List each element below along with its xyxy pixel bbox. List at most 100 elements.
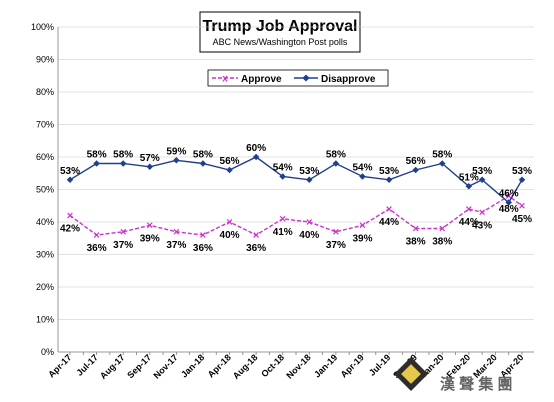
data-point-approve	[479, 209, 485, 216]
data-point-approve	[67, 212, 73, 219]
data-point-disapprove	[465, 182, 473, 190]
watermark-logo-inner-icon	[401, 364, 421, 384]
x-tick-label: Jul-17	[75, 352, 100, 377]
x-tick-label: Oct-18	[259, 352, 286, 379]
data-point-approve	[505, 193, 512, 199]
data-point-approve	[253, 232, 259, 238]
watermark: 漢 聲 集 團	[394, 357, 513, 393]
data-label-approve: 38%	[432, 237, 452, 248]
data-label-approve: 45%	[512, 214, 532, 225]
data-label-disapprove: 53%	[379, 166, 399, 177]
y-tick-label: 40%	[36, 217, 54, 227]
data-label-disapprove: 53%	[472, 166, 492, 177]
data-label-disapprove: 58%	[113, 150, 133, 161]
data-label-disapprove: 53%	[299, 166, 319, 177]
data-label-approve: 44%	[459, 217, 479, 228]
data-label-approve: 36%	[193, 243, 213, 254]
data-point-approve	[173, 228, 180, 235]
data-label-disapprove: 60%	[246, 143, 266, 154]
legend-approve-marker-icon: x	[222, 74, 228, 85]
data-label-approve: 38%	[406, 237, 426, 248]
data-point-approve	[439, 225, 446, 232]
data-label-disapprove: 58%	[87, 150, 107, 161]
data-label-disapprove: 57%	[140, 153, 160, 164]
data-point-approve	[200, 232, 206, 238]
data-point-approve	[146, 222, 153, 229]
x-tick-label: Nov-17	[151, 352, 179, 380]
data-label-approve: 43%	[472, 220, 492, 231]
x-tick-label: Nov-18	[284, 352, 312, 380]
data-point-disapprove	[279, 173, 286, 180]
data-label-disapprove: 51%	[459, 172, 479, 183]
x-tick-label: Jan-19	[312, 352, 339, 379]
x-tick-label: Apr-19	[339, 352, 366, 379]
data-label-layer: 42% 36% 37% 39% 37% 36% 40% 36% 41% 40% 37% 39% 44% 3…	[60, 143, 532, 254]
data-label-disapprove: 58%	[193, 150, 213, 161]
data-label-approve: 39%	[352, 233, 372, 244]
data-point-disapprove	[93, 160, 100, 167]
data-point-disapprove	[438, 160, 446, 167]
data-point-disapprove	[119, 160, 127, 167]
data-point-disapprove	[412, 166, 419, 174]
chart-title: Trump Job Approval	[203, 18, 358, 35]
data-point-approve	[386, 206, 392, 212]
data-label-disapprove: 58%	[326, 150, 346, 161]
y-tick-label: 100%	[31, 22, 54, 32]
y-tick-label: 50%	[36, 185, 54, 195]
data-label-approve: 36%	[87, 243, 107, 254]
y-tick-label: 80%	[36, 87, 54, 97]
legend-disapprove-label: Disapprove	[321, 74, 376, 85]
data-point-disapprove	[518, 176, 526, 184]
series-layer	[66, 153, 526, 238]
data-label-approve: 40%	[220, 230, 240, 241]
data-point-disapprove	[146, 163, 154, 171]
data-label-approve: 39%	[140, 233, 160, 244]
y-tick-label: 70%	[36, 120, 54, 130]
data-point-approve	[359, 222, 366, 229]
data-label-approve: 44%	[379, 217, 399, 228]
legend: x Approve Disapprove	[207, 69, 389, 87]
data-point-disapprove	[332, 160, 340, 167]
data-point-disapprove	[173, 156, 180, 164]
x-tick-label: Sep-17	[125, 352, 153, 380]
data-label-disapprove: 56%	[220, 156, 240, 167]
watermark-text: 漢 聲 集 團	[440, 375, 513, 393]
legend-approve-label: Approve	[241, 74, 282, 85]
data-point-disapprove	[478, 176, 486, 184]
data-label-disapprove: 56%	[406, 156, 426, 167]
legend-disapprove-marker-icon	[302, 74, 310, 82]
data-label-disapprove: 46%	[499, 189, 519, 200]
data-label-approve: 36%	[246, 243, 266, 254]
data-label-disapprove: 53%	[60, 166, 80, 177]
data-label-approve: 40%	[299, 230, 319, 241]
y-tick-label: 0%	[41, 347, 54, 357]
chart-subtitle: ABC News/Washington Post polls	[213, 37, 348, 47]
data-point-disapprove	[306, 176, 313, 184]
data-point-approve	[93, 232, 100, 238]
data-label-approve: 37%	[166, 240, 186, 251]
data-label-approve: 42%	[60, 224, 80, 235]
data-label-disapprove: 58%	[432, 150, 452, 161]
data-point-approve	[226, 219, 233, 225]
x-tick-label: Jan-18	[179, 352, 206, 379]
data-point-disapprove	[226, 166, 233, 174]
data-point-approve	[333, 228, 339, 235]
x-tick-label: Apr-18	[206, 352, 233, 379]
data-label-disapprove: 54%	[273, 163, 293, 174]
data-label-disapprove: 54%	[352, 163, 372, 174]
x-tick-label: Aug-18	[231, 352, 260, 381]
data-point-disapprove	[505, 199, 512, 206]
y-tick-label: 90%	[36, 55, 54, 65]
y-tick-label: 60%	[36, 152, 54, 162]
data-point-disapprove	[359, 173, 366, 180]
data-point-approve	[279, 215, 286, 222]
title-box	[199, 11, 361, 53]
series-line-approve	[69, 195, 523, 236]
data-label-approve: 37%	[113, 240, 133, 251]
data-point-approve	[519, 202, 525, 209]
data-point-approve	[120, 228, 127, 235]
data-label-approve: 48%	[499, 204, 519, 215]
data-label-approve: 41%	[273, 227, 293, 238]
